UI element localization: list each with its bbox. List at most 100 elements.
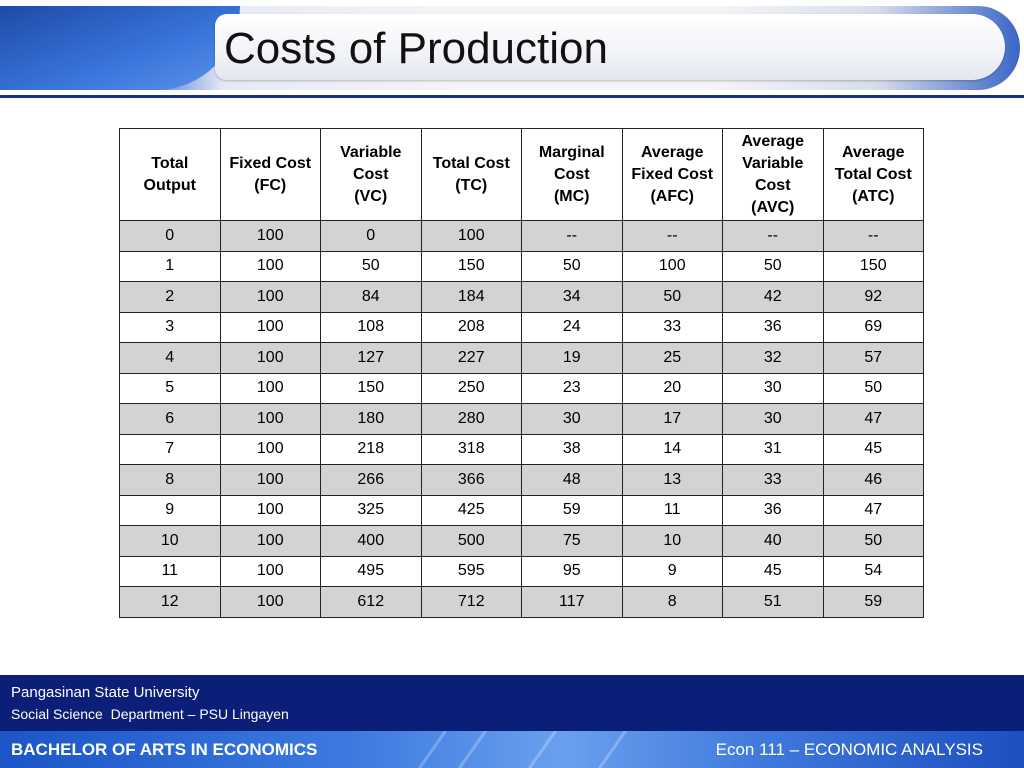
table-cell: -- [621,220,723,252]
table-cell: 712 [420,586,522,618]
table-cell: 46 [822,464,924,496]
table-row: 12 100 612 712 117 8 51 59 [119,586,924,618]
table-cell: 0 [119,220,221,252]
column-header: Average Total Cost (ATC) [822,128,924,221]
table-cell: 612 [320,586,422,618]
table-row: 5 100 150 250 23 20 30 50 [119,372,924,404]
table-cell: 100 [219,372,321,404]
table-header-row: Total Output Fixed Cost (FC) Variable Cost (VC… [119,128,924,221]
table-cell: 266 [320,464,422,496]
table-cell: 184 [420,281,522,313]
table-row: 0 100 0 100 -- -- -- -- [119,220,924,252]
table-cell: 50 [822,525,924,557]
title-panel [215,14,1005,80]
column-header-line: (TC) [455,176,488,194]
column-header: Total Cost (TC) [420,128,522,221]
table-cell: 100 [219,464,321,496]
table-cell: 12 [119,586,221,618]
table-cell: 250 [420,372,522,404]
column-header-line: Average [640,143,704,161]
table-cell: 47 [822,403,924,435]
table-row: 7 100 218 318 38 14 31 45 [119,433,924,465]
department-name: Social Science Department – PSU Lingayen [11,706,289,722]
column-header: Fixed Cost (FC) [219,128,321,221]
table-cell: 33 [722,464,824,496]
table-cell: 495 [320,555,422,587]
table-cell: 318 [420,433,522,465]
table-cell: 100 [219,311,321,343]
table-cell: 150 [822,250,924,282]
table-cell: 45 [722,555,824,587]
table-cell: 7 [119,433,221,465]
table-cell: 69 [822,311,924,343]
table-cell: 100 [219,433,321,465]
table-cell: 108 [320,311,422,343]
table-cell: 25 [621,342,723,374]
column-header-line: Fixed Cost [631,165,714,183]
table-cell: 48 [521,464,623,496]
table-row: 4 100 127 227 19 25 32 57 [119,342,924,374]
table-cell: 100 [621,250,723,282]
course-name: Econ 111 – ECONOMIC ANALYSIS [715,740,983,759]
column-header-line: Variable [340,143,402,161]
table-cell: 50 [822,372,924,404]
table-cell: 425 [420,494,522,526]
table-cell: 3 [119,311,221,343]
table-cell: 30 [722,372,824,404]
table-cell: 150 [420,250,522,282]
table-cell: 0 [320,220,422,252]
table-cell: 19 [521,342,623,374]
table-cell: 100 [219,525,321,557]
table-cell: 50 [722,250,824,282]
table-cell: 8 [119,464,221,496]
table-cell: 13 [621,464,723,496]
column-header-line: Total [151,154,189,172]
table-cell: 24 [521,311,623,343]
table-cell: 100 [219,281,321,313]
column-header: Variable Cost (VC) [320,128,422,221]
column-header-line: Fixed Cost [229,154,312,172]
slide-header: Costs of Production [0,0,1024,100]
table-cell: -- [822,220,924,252]
table-cell: 10 [119,525,221,557]
column-header-line: Average [741,132,805,150]
table-cell: 100 [219,586,321,618]
table-cell: 100 [219,342,321,374]
column-header: Average Fixed Cost (AFC) [621,128,723,221]
table-cell: 92 [822,281,924,313]
table-cell: 84 [320,281,422,313]
table-cell: 95 [521,555,623,587]
table-row: 6 100 180 280 30 17 30 47 [119,403,924,435]
column-header-line: (ATC) [852,187,895,205]
table-cell: 31 [722,433,824,465]
table-cell: 4 [119,342,221,374]
column-header: Marginal Cost (MC) [521,128,623,221]
table-row: 3 100 108 208 24 33 36 69 [119,311,924,343]
table-cell: 100 [219,220,321,252]
table-cell: 57 [822,342,924,374]
table-cell: 2 [119,281,221,313]
university-name: Pangasinan State University [11,684,200,701]
column-header-line: (VC) [354,187,388,205]
table-row: 2 100 84 184 34 50 42 92 [119,281,924,313]
table-row: 10 100 400 500 75 10 40 50 [119,525,924,557]
table-cell: 45 [822,433,924,465]
table-cell: 180 [320,403,422,435]
table-cell: 54 [822,555,924,587]
table-cell: 51 [722,586,824,618]
column-header-line: Output [143,176,196,194]
table-cell: 59 [521,494,623,526]
table-cell: 33 [621,311,723,343]
table-cell: 30 [722,403,824,435]
table-cell: 34 [521,281,623,313]
table-cell: 36 [722,311,824,343]
table-cell: 400 [320,525,422,557]
table-cell: 38 [521,433,623,465]
column-header-line: Cost [754,176,791,194]
column-header-line: Total Cost [834,165,912,183]
table-cell: 20 [621,372,723,404]
table-cell: 280 [420,403,522,435]
table-cell: 30 [521,403,623,435]
table-cell: 5 [119,372,221,404]
table-row: 9 100 325 425 59 11 36 47 [119,494,924,526]
